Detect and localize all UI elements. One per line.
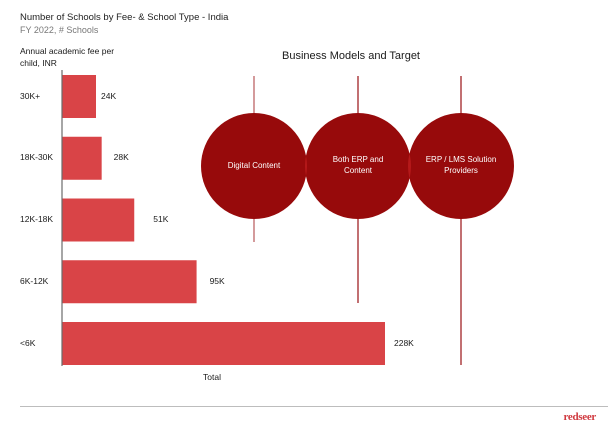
bar-4 [62, 322, 385, 365]
value-label: 51K [153, 214, 169, 224]
value-label: 95K [209, 275, 225, 286]
bar-3 [62, 260, 197, 304]
bar-0 [62, 75, 96, 118]
value-label: 228K [394, 337, 414, 348]
business-model-circle-1 [305, 113, 411, 219]
business-model-label: ERP / LMS Solution Providers [425, 155, 497, 175]
category-label: 30K+ [20, 90, 41, 101]
redseer-logo: redseer [563, 411, 596, 423]
category-label: 12K-18K [20, 214, 54, 224]
value-label: 24K [101, 90, 117, 101]
category-label: <6K [20, 337, 36, 348]
chart-title: Number of Schools by Fee- & School Type … [20, 12, 229, 23]
bar-1 [62, 136, 102, 180]
business-model-label: Digital Content [227, 161, 281, 170]
x-axis-label: Total [203, 372, 221, 382]
footer-divider [20, 406, 608, 407]
chart-subtitle: FY 2022, # Schools [20, 25, 99, 35]
y-axis-label: Annual academic fee per child, INR [20, 46, 115, 68]
bar-2 [62, 198, 135, 242]
business-model-label: Both ERP and Content [332, 155, 384, 175]
business-models-title: Business Models and Target [282, 50, 420, 62]
category-label: 6K-12K [20, 275, 49, 286]
value-label: 28K [113, 152, 129, 163]
business-model-circle-0 [201, 113, 307, 219]
category-label: 18K-30K [20, 152, 54, 163]
business-model-circle-2 [408, 113, 514, 219]
